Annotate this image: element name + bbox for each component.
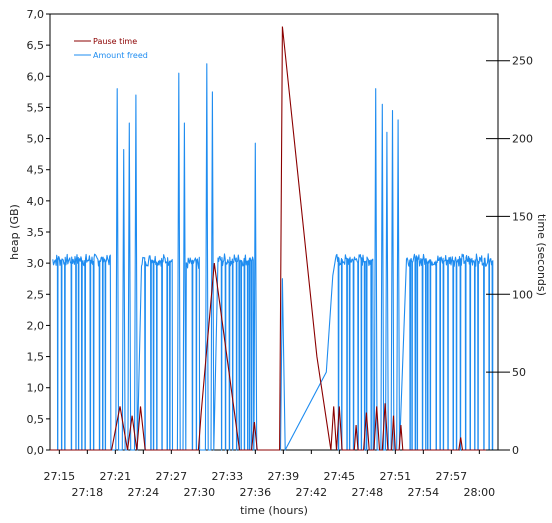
y-left-tick-label: 4,5 — [27, 164, 45, 177]
x-tick-label: 27:30 — [183, 486, 215, 499]
y-left-tick-label: 7,0 — [27, 8, 45, 21]
y-left-tick-label: 3,0 — [27, 257, 45, 270]
x-axis-title: time (hours) — [240, 504, 308, 517]
y-left-tick-label: 4,0 — [27, 195, 45, 208]
y-axis-left-title: heap (GB) — [8, 204, 21, 260]
legend-label-amount-freed: Amount freed — [93, 51, 148, 60]
y-right-tick-label: 150 — [512, 210, 533, 223]
y-left-tick-label: 5,0 — [27, 133, 45, 146]
y-left-tick-label: 0,5 — [27, 413, 45, 426]
legend-label-pause-time: Pause time — [93, 37, 137, 46]
y-left-tick-label: 2,0 — [27, 319, 45, 332]
y-left-tick-label: 1,0 — [27, 382, 45, 395]
x-tick-label: 27:27 — [155, 470, 187, 483]
x-tick-label: 27:45 — [323, 470, 355, 483]
x-tick-label: 27:57 — [435, 470, 467, 483]
y-right-tick-label: 50 — [512, 366, 526, 379]
y-right-tick-label: 200 — [512, 133, 533, 146]
x-tick-label: 27:48 — [351, 486, 383, 499]
x-tick-label: 27:24 — [127, 486, 159, 499]
y-left-tick-label: 6,0 — [27, 70, 45, 83]
x-tick-label: 28:00 — [463, 486, 495, 499]
x-tick-label: 27:21 — [99, 470, 131, 483]
x-tick-label: 27:42 — [295, 486, 327, 499]
x-tick-label: 27:51 — [379, 470, 411, 483]
y-left-tick-label: 5,5 — [27, 101, 45, 114]
y-right-tick-label: 100 — [512, 288, 533, 301]
series-pause-time-line — [50, 26, 498, 451]
y-left-tick-label: 1,5 — [27, 351, 45, 364]
x-tick-label: 27:54 — [407, 486, 439, 499]
y-left-tick-label: 0,0 — [27, 444, 45, 457]
y-left-tick-label: 2,5 — [27, 288, 45, 301]
series-layer — [50, 26, 498, 451]
legend: Pause time Amount freed — [74, 37, 148, 60]
y-right-tick-label: 250 — [512, 55, 533, 68]
x-tick-label: 27:36 — [239, 486, 271, 499]
y-axis-right-title: time (seconds) — [535, 214, 548, 296]
axis-layer: 0,0 0,5 1,0 1,5 2,0 2,5 3,0 3,5 4,0 4,5 5,0 5,5 6,0 6… — [27, 8, 534, 499]
series-amount-freed-line — [52, 63, 494, 451]
x-tick-label: 27:18 — [71, 486, 103, 499]
y-right-tick-label: 0 — [512, 444, 519, 457]
y-left-tick-label: 6,5 — [27, 39, 45, 52]
y-left-tick-label: 3,5 — [27, 226, 45, 239]
x-tick-label: 27:39 — [267, 470, 299, 483]
x-tick-label: 27:15 — [43, 470, 75, 483]
x-tick-label: 27:33 — [211, 470, 243, 483]
